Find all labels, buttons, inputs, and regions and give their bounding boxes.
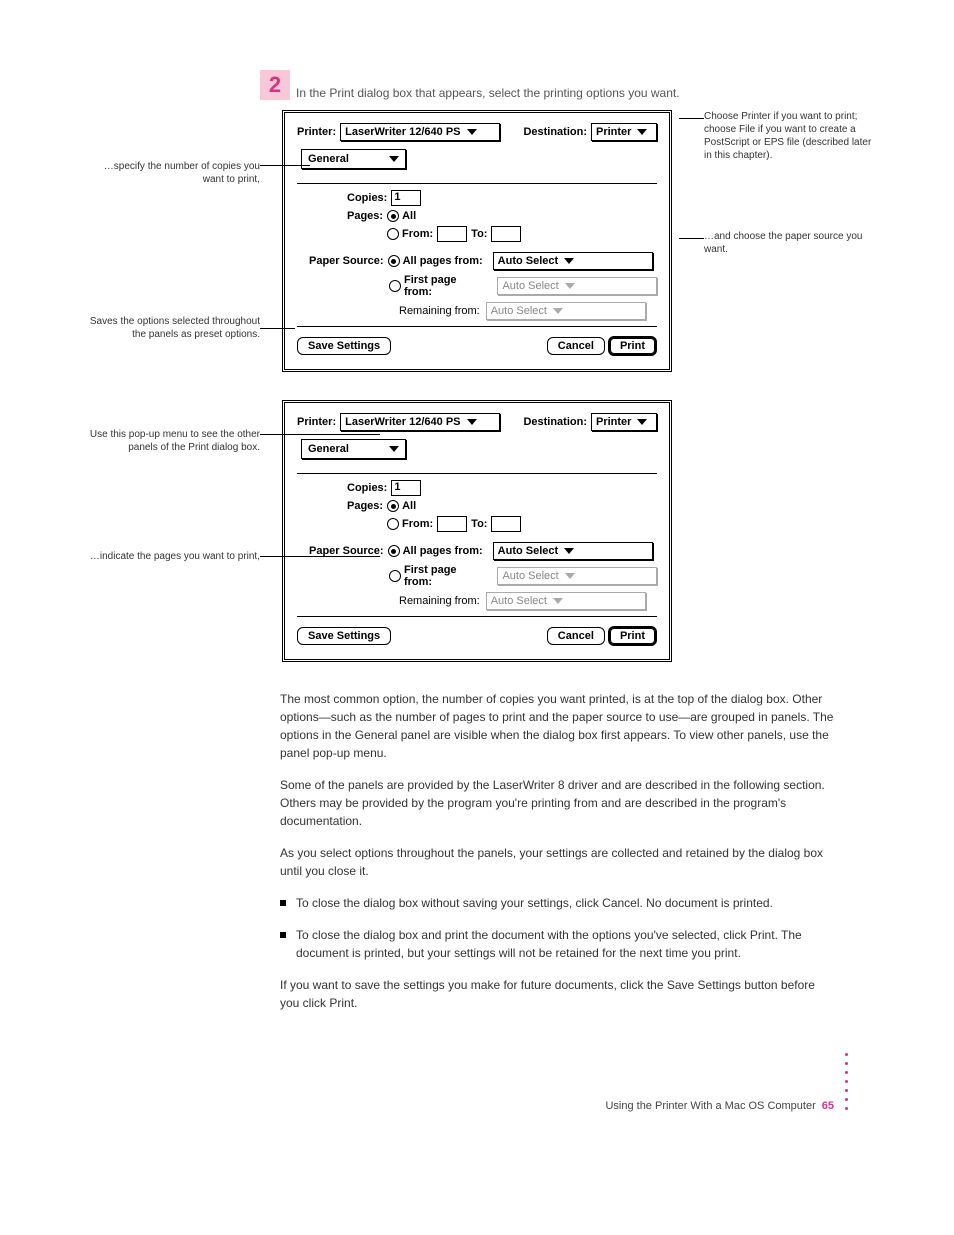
callout-paper: …and choose the paper source you want.	[704, 230, 874, 256]
printer-select[interactable]: LaserWriter 12/640 PS	[340, 123, 500, 141]
paper-all-select[interactable]: Auto Select	[493, 252, 653, 270]
from-field[interactable]	[437, 516, 467, 532]
paper-first-radio[interactable]: First page from:	[389, 274, 487, 298]
copies-label: Copies:	[347, 192, 387, 204]
print-button[interactable]: Print	[608, 626, 657, 646]
page-footer: Using the Printer With a Mac OS Computer…	[605, 1100, 834, 1112]
callout-destination: Choose Printer if you want to print; cho…	[704, 110, 874, 162]
pages-all-radio[interactable]: All	[387, 210, 416, 222]
decorative-dots	[845, 1050, 848, 1113]
destination-label: Destination:	[523, 126, 587, 138]
pages-from-radio[interactable]: From:	[387, 518, 433, 530]
destination-select[interactable]: Printer	[591, 413, 657, 431]
chevron-down-icon	[467, 129, 477, 135]
chevron-down-icon	[565, 573, 575, 579]
to-label: To:	[471, 228, 487, 240]
bullet-icon	[280, 932, 286, 938]
body-b2: To close the dialog box and print the do…	[296, 926, 834, 962]
chevron-down-icon	[553, 308, 563, 314]
bullet-icon	[280, 900, 286, 906]
paper-first-radio[interactable]: First page from:	[389, 564, 487, 588]
chevron-down-icon	[564, 548, 574, 554]
copies-field[interactable]: 1	[391, 480, 421, 496]
print-dialog-2: Printer: LaserWriter 12/640 PS Destinati…	[282, 400, 672, 662]
callout-panel-menu: Use this pop-up menu to see the other pa…	[80, 428, 260, 454]
cancel-button[interactable]: Cancel	[547, 337, 605, 355]
callout-save: Saves the options selected throughout th…	[80, 315, 260, 341]
chevron-down-icon	[564, 258, 574, 264]
paper-first-select: Auto Select	[497, 277, 657, 295]
chevron-down-icon	[389, 156, 399, 162]
to-field[interactable]	[491, 516, 521, 532]
panel-select[interactable]: General	[301, 149, 406, 169]
paper-remaining-select: Auto Select	[486, 302, 646, 320]
to-field[interactable]	[491, 226, 521, 242]
save-settings-button[interactable]: Save Settings	[297, 627, 391, 645]
paper-first-select: Auto Select	[497, 567, 657, 585]
step-number: 2	[260, 70, 290, 100]
step-instruction: In the Print dialog box that appears, se…	[296, 86, 834, 100]
chevron-down-icon	[637, 129, 647, 135]
save-settings-button[interactable]: Save Settings	[297, 337, 391, 355]
body-p3: As you select options throughout the pan…	[280, 844, 834, 880]
chevron-down-icon	[467, 419, 477, 425]
paper-all-radio[interactable]: All pages from:	[388, 255, 483, 267]
cancel-button[interactable]: Cancel	[547, 627, 605, 645]
chevron-down-icon	[565, 283, 575, 289]
paper-all-select[interactable]: Auto Select	[493, 542, 653, 560]
pages-all-radio[interactable]: All	[387, 500, 416, 512]
remaining-label: Remaining from:	[399, 305, 480, 317]
print-button[interactable]: Print	[608, 336, 657, 356]
print-dialog-1: Printer: LaserWriter 12/640 PS Destinati…	[282, 110, 672, 372]
body-p1: The most common option, the number of co…	[280, 690, 834, 762]
chevron-down-icon	[553, 598, 563, 604]
copies-field[interactable]: 1	[391, 190, 421, 206]
body-p2: Some of the panels are provided by the L…	[280, 776, 834, 830]
paper-source-label: Paper Source:	[309, 255, 384, 267]
pages-label: Pages:	[347, 210, 383, 222]
chevron-down-icon	[389, 446, 399, 452]
body-b1: To close the dialog box without saving y…	[296, 894, 773, 912]
printer-label: Printer:	[297, 126, 336, 138]
callout-pages: …indicate the pages you want to print,	[80, 550, 260, 563]
chevron-down-icon	[637, 419, 647, 425]
printer-select[interactable]: LaserWriter 12/640 PS	[340, 413, 500, 431]
panel-select[interactable]: General	[301, 439, 406, 459]
paper-remaining-select: Auto Select	[486, 592, 646, 610]
pages-from-radio[interactable]: From:	[387, 228, 433, 240]
from-field[interactable]	[437, 226, 467, 242]
destination-select[interactable]: Printer	[591, 123, 657, 141]
paper-all-radio[interactable]: All pages from:	[388, 545, 483, 557]
callout-copies: …specify the number of copies you want t…	[80, 160, 260, 186]
body-p4: If you want to save the settings you mak…	[280, 976, 834, 1012]
